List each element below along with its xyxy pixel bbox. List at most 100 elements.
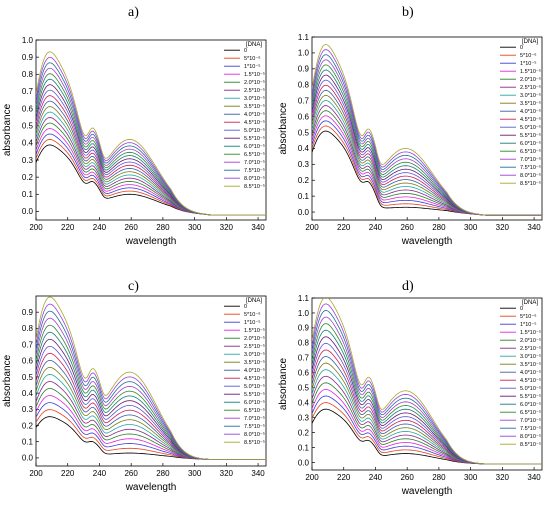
legend-entry: 1.5*10⁻⁵: [520, 68, 541, 75]
series-line: [312, 395, 542, 465]
legend-entry: 5.5*10⁻⁵: [520, 393, 541, 400]
y-tick-label: 0.2: [22, 421, 34, 430]
y-axis-title: absorbance: [2, 103, 13, 156]
legend-entry: 7.0*10⁻⁵: [244, 159, 265, 166]
y-tick-label: 0.0: [22, 207, 34, 216]
x-tick-label: 340: [251, 469, 265, 478]
series-line: [36, 303, 266, 460]
legend-entry: 4.0*10⁻⁵: [244, 111, 265, 118]
legend-entry: 3.0*10⁻⁵: [244, 95, 265, 102]
legend-entry: 3.5*10⁻⁵: [244, 359, 265, 366]
legend-entry: 6.0*10⁻⁵: [244, 143, 265, 150]
legend-title: [DNA]: [522, 300, 538, 306]
x-tick-label: 280: [156, 223, 170, 232]
chart-panel: b) 0.0 0.1 0.2 0.3 0.4 0.5 0.6 0.7 0.8 0.9 1.0 1.1 20…: [278, 5, 543, 247]
x-axis-title: wavelength: [401, 236, 453, 247]
x-tick-label: 200: [305, 223, 319, 232]
y-tick-label: 0.8: [298, 81, 310, 90]
legend-entry: 3.0*10⁻⁵: [244, 351, 265, 358]
y-tick-label: 0.6: [22, 357, 34, 366]
y-tick-label: 0.2: [22, 173, 34, 182]
y-tick-label: 0.7: [22, 87, 34, 96]
legend-entry: 0: [244, 304, 247, 310]
x-tick-label: 260: [124, 223, 138, 232]
legend-entry: 2.5*10⁻⁵: [244, 343, 265, 350]
legend-entry: 1.5*10⁻⁵: [520, 329, 541, 336]
x-tick-label: 260: [400, 223, 414, 232]
legend-entry: 8.5*10⁻⁵: [244, 183, 265, 190]
y-axis-title: absorbance: [2, 354, 13, 407]
legend-title: [DNA]: [246, 298, 262, 304]
y-tick-label: 0.9: [298, 65, 310, 74]
legend-entry: 0: [520, 306, 523, 312]
legend-entry: 5*10⁻⁶: [520, 313, 536, 320]
y-tick-label: 0.4: [22, 389, 34, 398]
legend-entry: 5.0*10⁻⁵: [520, 385, 541, 392]
legend-entry: 2.0*10⁻⁵: [520, 337, 541, 344]
legend-entry: 2.0*10⁻⁵: [244, 335, 265, 342]
legend-entry: 6.5*10⁻⁵: [244, 151, 265, 158]
x-tick-label: 220: [61, 469, 75, 478]
y-tick-label: 0.3: [298, 413, 310, 422]
x-tick-label: 320: [220, 223, 234, 232]
legend-entry: 4.0*10⁻⁵: [520, 369, 541, 376]
panel-label: d): [402, 279, 414, 294]
chart-panel: a) 0.0 0.1 0.2 0.3 0.4 0.5 0.6 0.7 0.8 0.9 1.0 200 22…: [2, 5, 267, 247]
legend-entry: 8.5*10⁻⁵: [520, 180, 541, 187]
legend-entry: 0: [520, 45, 523, 51]
legend-entry: 7.0*10⁻⁵: [244, 415, 265, 422]
y-tick-label: 0.9: [22, 53, 34, 62]
legend-entry: 5.0*10⁻⁵: [244, 383, 265, 390]
legend-entry: 6.0*10⁻⁵: [520, 140, 541, 147]
x-tick-label: 320: [496, 473, 510, 482]
y-tick-label: 0.1: [298, 443, 310, 452]
x-tick-label: 340: [527, 223, 541, 232]
y-tick-label: 0.3: [22, 405, 34, 414]
legend-entry: 2.0*10⁻⁵: [520, 76, 541, 83]
y-tick-label: 1.0: [22, 36, 34, 45]
y-tick-label: 0.8: [22, 70, 34, 79]
y-tick-label: 0.0: [22, 454, 34, 463]
x-tick-label: 300: [188, 223, 202, 232]
y-tick-label: 0.9: [22, 308, 34, 317]
legend-entry: 3.0*10⁻⁵: [520, 92, 541, 99]
y-tick-label: 0.5: [22, 373, 34, 382]
x-axis-title: wavelength: [401, 486, 453, 497]
y-tick-label: 0.2: [298, 428, 310, 437]
legend-entry: 7.0*10⁻⁵: [520, 156, 541, 163]
legend-entry: 3.5*10⁻⁵: [520, 361, 541, 368]
legend-entry: 8.0*10⁻⁵: [520, 172, 541, 179]
legend-entry: 6.0*10⁻⁵: [244, 399, 265, 406]
y-tick-label: 0.5: [22, 122, 34, 131]
legend-entry: 4.5*10⁻⁵: [244, 119, 265, 126]
y-tick-label: 0.4: [22, 139, 34, 148]
legend-entry: 5.5*10⁻⁵: [244, 135, 265, 142]
y-tick-label: 1.0: [298, 309, 310, 318]
legend-entry: 6.5*10⁻⁵: [244, 407, 265, 414]
y-tick-label: 0.2: [298, 176, 310, 185]
y-tick-label: 0.0: [298, 458, 310, 467]
legend-entry: 7.5*10⁻⁵: [520, 425, 541, 432]
y-tick-label: 0.1: [22, 438, 34, 447]
chart-panel: d) 0.0 0.1 0.2 0.3 0.4 0.5 0.6 0.7 0.8 0.9 1.0 1.1 20…: [278, 279, 543, 497]
legend-entry: 2.5*10⁻⁵: [520, 84, 541, 91]
panel-label: a): [128, 5, 139, 20]
legend-entry: 3.5*10⁻⁵: [244, 103, 265, 110]
y-tick-label: 0.4: [298, 398, 310, 407]
x-tick-label: 220: [337, 473, 351, 482]
x-tick-label: 300: [188, 469, 202, 478]
y-tick-label: 0.8: [298, 339, 310, 348]
legend-entry: 7.0*10⁻⁵: [520, 417, 541, 424]
legend-entry: 8.5*10⁻⁵: [244, 439, 265, 446]
series-line: [36, 128, 266, 216]
y-tick-label: 0.0: [298, 208, 310, 217]
y-tick-label: 0.7: [298, 96, 310, 105]
legend-entry: 1*10⁻⁵: [520, 60, 537, 67]
legend-entry: 5.0*10⁻⁵: [520, 124, 541, 131]
series-line: [36, 366, 266, 460]
legend-entry: 5.5*10⁻⁵: [520, 132, 541, 139]
series-line: [36, 139, 266, 216]
legend-entry: 0: [244, 48, 247, 54]
legend-entry: 1*10⁻⁵: [244, 319, 261, 326]
